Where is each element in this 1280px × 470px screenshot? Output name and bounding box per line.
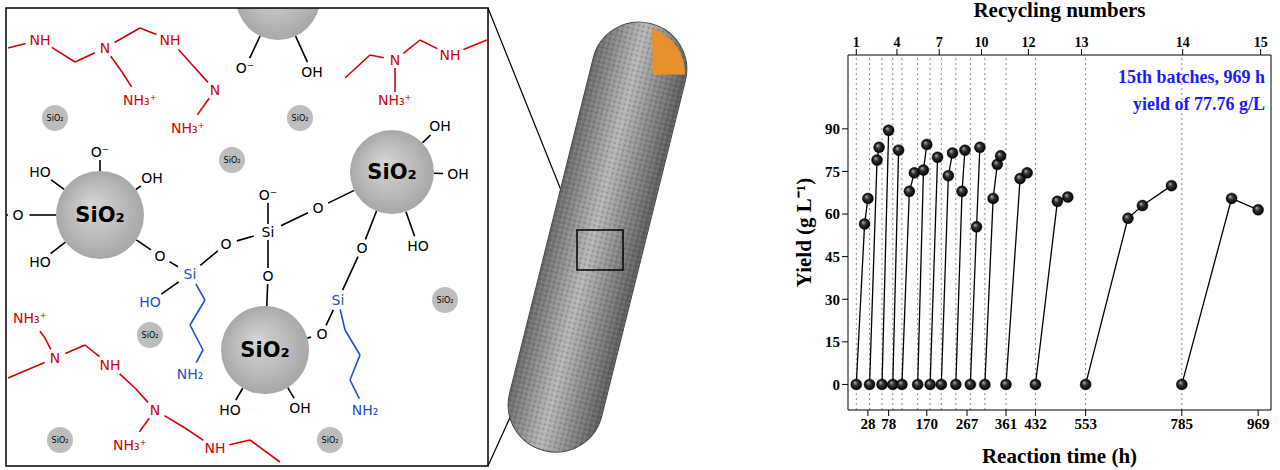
- svg-text:15: 15: [825, 334, 840, 350]
- svg-text:170: 170: [916, 416, 939, 432]
- svg-text:HO: HO: [29, 164, 51, 180]
- html-text:yield of 77.76 g/L: yield of 77.76 g/L: [1133, 94, 1265, 114]
- svg-text:NH: NH: [100, 357, 121, 373]
- svg-text:SiO₂: SiO₂: [142, 331, 159, 340]
- svg-text:7: 7: [936, 35, 943, 50]
- svg-text:Si: Si: [262, 224, 275, 240]
- svg-text:N: N: [150, 402, 160, 418]
- svg-text:O: O: [262, 268, 273, 284]
- svg-text:0: 0: [833, 377, 841, 393]
- svg-text:45: 45: [825, 249, 840, 265]
- svg-text:SiO₂: SiO₂: [292, 114, 309, 123]
- svg-text:NH₂: NH₂: [352, 402, 379, 418]
- svg-text:SiO₂: SiO₂: [47, 114, 64, 123]
- svg-text:NH₃⁺: NH₃⁺: [13, 310, 47, 326]
- svg-text:NH: NH: [205, 440, 226, 456]
- svg-text:N: N: [390, 52, 400, 68]
- svg-text:HO: HO: [219, 402, 241, 418]
- svg-text:10: 10: [975, 35, 989, 50]
- svg-text:NH: NH: [440, 47, 461, 63]
- svg-text:NH₂: NH₂: [177, 366, 204, 382]
- svg-text:O: O: [356, 240, 367, 256]
- svg-text:OH: OH: [447, 166, 469, 182]
- html-text:15th batches, 969 h: 15th batches, 969 h: [1118, 67, 1265, 87]
- svg-text:O: O: [220, 236, 231, 252]
- svg-text:OH: OH: [141, 170, 163, 186]
- svg-text:90: 90: [825, 121, 840, 137]
- svg-text:O⁻: O⁻: [91, 144, 109, 160]
- svg-text:15: 15: [1254, 35, 1268, 50]
- svg-text:HO: HO: [29, 254, 51, 270]
- svg-text:SiO₂: SiO₂: [240, 338, 289, 362]
- svg-text:SiO₂: SiO₂: [75, 203, 124, 227]
- svg-text:SiO₂: SiO₂: [367, 160, 416, 184]
- svg-text:O: O: [154, 248, 165, 264]
- svg-text:N: N: [100, 40, 110, 56]
- svg-text:OH: OH: [429, 118, 451, 134]
- svg-text:13: 13: [1074, 35, 1088, 50]
- svg-text:SiO₂: SiO₂: [437, 296, 454, 305]
- svg-text:SiO₂: SiO₂: [322, 436, 339, 445]
- svg-text:HO: HO: [139, 294, 161, 310]
- svg-text:N: N: [50, 350, 60, 366]
- svg-text:O⁻: O⁻: [259, 187, 277, 203]
- svg-text:SiO₂: SiO₂: [52, 436, 69, 445]
- svg-text:Yield (g L⁻¹): Yield (g L⁻¹): [792, 178, 816, 287]
- svg-text:60: 60: [825, 206, 840, 222]
- svg-text:HO: HO: [407, 238, 429, 254]
- svg-text:361: 361: [995, 416, 1018, 432]
- svg-text:28: 28: [860, 416, 875, 432]
- svg-text:Si: Si: [332, 292, 345, 308]
- svg-text:4: 4: [893, 35, 900, 50]
- svg-text:NH: NH: [160, 32, 181, 48]
- svg-text:14: 14: [1176, 35, 1190, 50]
- svg-text:432: 432: [1024, 416, 1047, 432]
- svg-text:NH₃⁺: NH₃⁺: [113, 437, 147, 453]
- svg-text:NH₃⁺: NH₃⁺: [171, 120, 205, 136]
- svg-text:NH₃⁺: NH₃⁺: [123, 92, 157, 108]
- svg-text:1: 1: [853, 35, 860, 50]
- svg-text:78: 78: [881, 416, 896, 432]
- svg-text:267: 267: [956, 416, 979, 432]
- svg-text:SiO₂: SiO₂: [224, 156, 241, 165]
- svg-text:NH₃⁺: NH₃⁺: [378, 92, 412, 108]
- svg-text:Reaction time (h): Reaction time (h): [982, 444, 1137, 468]
- svg-text:OH: OH: [289, 400, 311, 416]
- svg-text:O: O: [312, 200, 323, 216]
- svg-text:969: 969: [1247, 416, 1270, 432]
- svg-text:N: N: [210, 82, 220, 98]
- svg-text:Recycling numbers: Recycling numbers: [973, 0, 1145, 22]
- svg-text:785: 785: [1171, 416, 1194, 432]
- svg-text:OH: OH: [301, 64, 323, 80]
- svg-text:NH: NH: [30, 32, 51, 48]
- svg-text:12: 12: [1021, 35, 1035, 50]
- svg-text:30: 30: [825, 292, 840, 308]
- svg-text:75: 75: [825, 164, 840, 180]
- svg-text:O: O: [316, 326, 327, 342]
- svg-text:553: 553: [1074, 416, 1097, 432]
- svg-text:O⁻: O⁻: [236, 60, 254, 76]
- svg-text:Si: Si: [184, 266, 197, 282]
- svg-text:O: O: [12, 207, 23, 223]
